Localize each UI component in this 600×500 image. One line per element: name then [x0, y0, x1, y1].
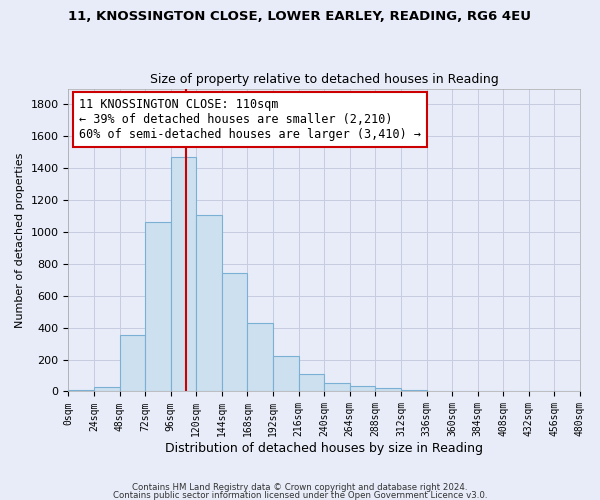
X-axis label: Distribution of detached houses by size in Reading: Distribution of detached houses by size …	[165, 442, 483, 455]
Bar	[324, 382, 350, 392]
Bar	[247, 323, 273, 392]
Bar	[299, 374, 324, 392]
Text: Contains public sector information licensed under the Open Government Licence v3: Contains public sector information licen…	[113, 490, 487, 500]
Text: 11 KNOSSINGTON CLOSE: 110sqm
← 39% of detached houses are smaller (2,210)
60% of: 11 KNOSSINGTON CLOSE: 110sqm ← 39% of de…	[79, 98, 421, 140]
Bar	[94, 386, 119, 392]
Bar	[350, 386, 376, 392]
Bar	[68, 390, 94, 392]
Bar	[427, 390, 452, 392]
Bar	[145, 222, 171, 392]
Bar	[273, 356, 299, 392]
Bar	[222, 274, 247, 392]
Text: 11, KNOSSINGTON CLOSE, LOWER EARLEY, READING, RG6 4EU: 11, KNOSSINGTON CLOSE, LOWER EARLEY, REA…	[68, 10, 532, 23]
Title: Size of property relative to detached houses in Reading: Size of property relative to detached ho…	[150, 73, 499, 86]
Y-axis label: Number of detached properties: Number of detached properties	[15, 152, 25, 328]
Bar	[196, 214, 222, 392]
Text: Contains HM Land Registry data © Crown copyright and database right 2024.: Contains HM Land Registry data © Crown c…	[132, 484, 468, 492]
Bar	[401, 390, 427, 392]
Bar	[171, 157, 196, 392]
Bar	[119, 335, 145, 392]
Bar	[376, 388, 401, 392]
